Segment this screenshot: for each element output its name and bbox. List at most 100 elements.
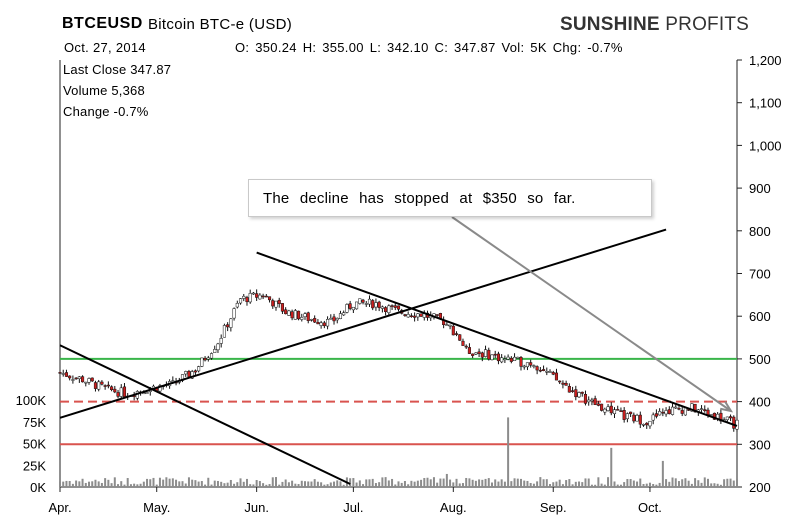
- volume-bar: [387, 480, 390, 487]
- candle-body: [261, 295, 265, 298]
- volume-bar: [316, 481, 319, 487]
- x-tick-label: Jul.: [343, 500, 363, 515]
- volume-bar: [81, 478, 84, 487]
- candle-body: [361, 299, 365, 303]
- candle-body: [538, 369, 542, 372]
- candle-body: [297, 310, 301, 320]
- volume-bar: [339, 481, 342, 487]
- volume-bar: [184, 483, 187, 487]
- volume-bar: [484, 478, 487, 487]
- volume-bar: [642, 483, 645, 487]
- candle-body: [351, 306, 355, 311]
- volume-bar: [542, 479, 545, 487]
- candle-body: [316, 322, 320, 325]
- volume-tick-label: 75K: [23, 415, 46, 430]
- volume-bar: [439, 478, 442, 487]
- y-tick-label: 200: [749, 480, 771, 495]
- candle-body: [367, 298, 372, 305]
- candle-body: [503, 358, 507, 361]
- volume-bar: [229, 479, 232, 487]
- candle-body: [445, 324, 449, 326]
- candle-body: [577, 392, 581, 398]
- candle-body: [545, 371, 549, 373]
- candle-body: [58, 372, 62, 374]
- candle-body: [693, 403, 697, 413]
- volume-bar: [677, 481, 680, 487]
- volume-bar: [287, 482, 290, 487]
- volume-bar: [665, 479, 668, 487]
- candle-body: [641, 424, 646, 426]
- volume-bar: [129, 484, 132, 487]
- volume-bar: [171, 478, 174, 487]
- volume-bar: [162, 479, 165, 487]
- candle-body: [625, 413, 629, 420]
- volume-bar: [210, 484, 213, 487]
- volume-bar: [516, 478, 519, 487]
- volume-bar: [471, 479, 474, 487]
- volume-bar: [626, 479, 629, 487]
- volume-bar: [616, 484, 619, 487]
- candle-body: [551, 372, 555, 375]
- candle-body: [500, 357, 504, 363]
- candle-body: [203, 358, 207, 361]
- candle-body: [406, 314, 410, 318]
- candle-body: [251, 292, 255, 295]
- candle-body: [732, 416, 736, 429]
- candle-body: [729, 416, 733, 419]
- volume-bar: [655, 484, 658, 487]
- volume-bar: [374, 483, 377, 487]
- volume-bar: [233, 483, 236, 487]
- candle-body: [197, 366, 201, 372]
- candle-body: [158, 385, 162, 392]
- candle-body: [255, 293, 259, 298]
- volume-bar: [126, 478, 129, 487]
- volume-bar: [158, 477, 161, 487]
- candle-body: [396, 305, 401, 310]
- candle-body: [451, 325, 455, 336]
- volume-bar: [700, 482, 703, 487]
- volume-bar: [445, 473, 448, 487]
- y-tick-label: 1,100: [749, 96, 782, 111]
- volume-bar: [513, 478, 516, 487]
- candle-body: [93, 382, 98, 389]
- candle-body: [535, 366, 539, 371]
- volume-bar: [532, 483, 535, 487]
- volume-bar: [713, 483, 716, 487]
- volume-bar: [391, 478, 394, 487]
- volume-bar: [478, 479, 481, 487]
- candle-body: [464, 345, 468, 348]
- candle-body: [71, 379, 75, 381]
- volume-bar: [490, 482, 493, 487]
- candle-body: [596, 403, 600, 406]
- volume-bar: [94, 479, 97, 487]
- volume-bar: [636, 481, 639, 487]
- candle-body: [506, 356, 510, 360]
- volume-bar: [181, 481, 184, 487]
- volume-bar: [571, 484, 574, 487]
- candle-body: [338, 313, 343, 319]
- x-tick-label: Jun.: [244, 500, 269, 515]
- annotation-arrowhead: [720, 401, 734, 413]
- volume-bar: [555, 481, 558, 487]
- volume-bar: [507, 417, 510, 487]
- ohlc-readout: O: 350.24 H: 355.00 L: 342.10 C: 347.87 …: [235, 40, 623, 55]
- candle-body: [213, 349, 217, 353]
- y-tick-label: 700: [749, 267, 771, 282]
- volume-bar: [694, 478, 697, 487]
- volume-bar: [120, 481, 123, 487]
- candle-body: [664, 410, 668, 415]
- candle-body: [603, 408, 607, 413]
- candle-body: [674, 406, 678, 409]
- volume-bar: [136, 484, 139, 487]
- candle-body: [580, 391, 584, 394]
- trendline: [256, 251, 738, 427]
- volume-bar: [607, 477, 610, 487]
- volume-bar: [549, 484, 552, 487]
- candle-body: [690, 403, 694, 412]
- volume-bar: [510, 481, 513, 487]
- candle-body: [84, 381, 88, 384]
- volume-bar: [197, 481, 200, 487]
- volume-stat: Volume 5,368: [63, 83, 145, 98]
- candle-body: [290, 311, 294, 319]
- volume-bar: [110, 483, 113, 487]
